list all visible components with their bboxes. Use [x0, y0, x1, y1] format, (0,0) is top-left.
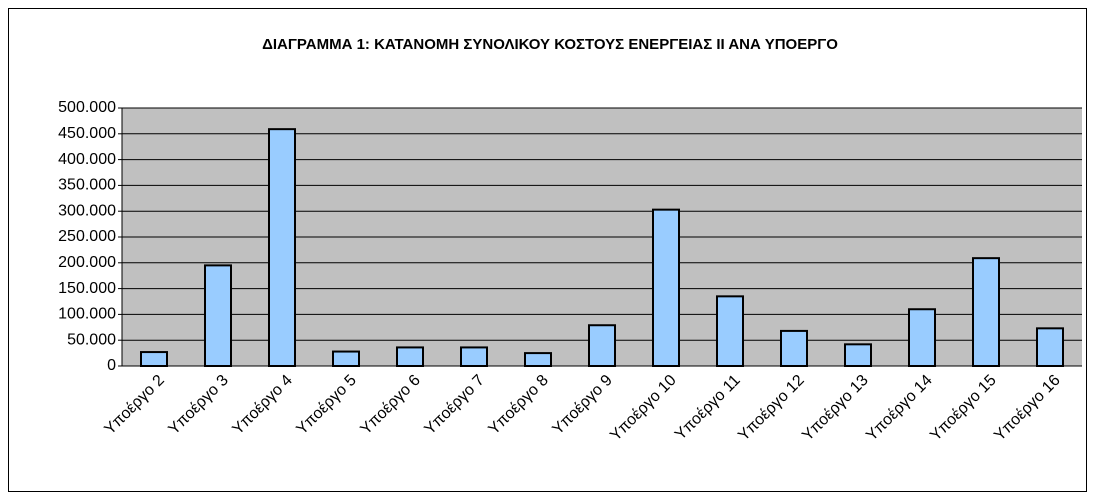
y-tick-label: 50.000	[67, 331, 116, 348]
y-tick-label: 350.000	[58, 177, 116, 194]
bar	[204, 264, 232, 368]
bar	[972, 257, 1000, 368]
bar	[908, 308, 936, 367]
y-tick-label: 100.000	[58, 306, 116, 323]
bar	[652, 208, 680, 367]
y-tick-label: 400.000	[58, 151, 116, 168]
bar	[588, 324, 616, 367]
bar	[1036, 327, 1064, 367]
y-tick-label: 300.000	[58, 202, 116, 219]
y-tick-label: 250.000	[58, 228, 116, 245]
bar	[716, 295, 744, 367]
bar	[268, 128, 296, 367]
bar	[332, 350, 360, 368]
y-tick-label: 0	[107, 357, 116, 374]
bar	[780, 329, 808, 367]
y-tick-label: 450.000	[58, 125, 116, 142]
bar	[524, 352, 552, 368]
bar	[140, 351, 168, 367]
bar	[460, 346, 488, 368]
y-tick-label: 150.000	[58, 280, 116, 297]
y-tick-label: 500.000	[58, 99, 116, 116]
y-tick-label: 200.000	[58, 254, 116, 271]
bar	[396, 346, 424, 368]
bar	[844, 343, 872, 368]
chart-title: ΔΙΑΓΡΑΜΜΑ 1: ΚΑΤΑΝΟΜΗ ΣΥΝΟΛΙΚΟΥ ΚΟΣΤΟΥΣ …	[262, 36, 838, 53]
